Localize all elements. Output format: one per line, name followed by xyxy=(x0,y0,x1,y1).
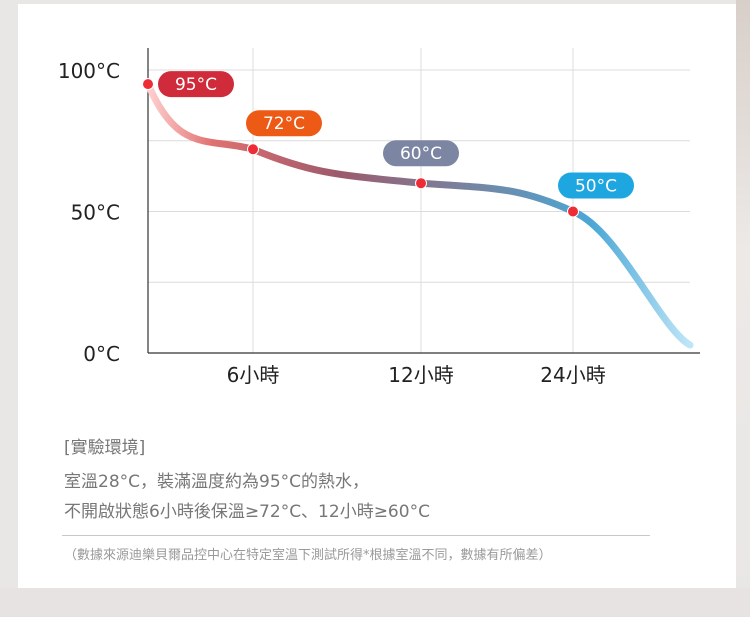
data-label-pill xyxy=(558,172,634,199)
x-tick-label: 6小時 xyxy=(227,363,280,387)
experiment-title: [實驗環境] xyxy=(64,438,146,458)
data-label: 95°C xyxy=(175,75,217,95)
content-card xyxy=(18,4,736,588)
divider xyxy=(62,535,650,536)
y-tick-label: 100°C xyxy=(58,59,120,83)
background-edge-right xyxy=(736,0,750,617)
chart-grid xyxy=(148,48,690,353)
data-label-pill xyxy=(158,71,234,98)
y-tick-label: 0°C xyxy=(83,342,120,366)
x-tick-label: 12小時 xyxy=(388,363,453,387)
data-point xyxy=(142,78,154,91)
data-point xyxy=(567,205,579,218)
tick-labels: 100°C 50°C 0°C 6小時 12小時 24小時 xyxy=(58,59,606,387)
experiment-line-1: 室溫28°C，裝滿溫度約為95°C的熱水， xyxy=(64,472,370,492)
experiment-line-2: 不開啟狀態6小時後保溫≥72°C、12小時≥60°C xyxy=(64,502,430,522)
data-marks: 95°C 72°C 60°C 50°C xyxy=(142,71,634,218)
data-label-pill xyxy=(383,140,459,167)
chart-axes xyxy=(147,48,700,354)
data-point xyxy=(415,177,427,190)
data-label-pill xyxy=(246,110,322,137)
background-edge-bottom xyxy=(0,588,750,617)
temperature-curve xyxy=(144,80,694,349)
data-label: 72°C xyxy=(263,114,305,134)
curve-path xyxy=(144,80,694,349)
data-label: 50°C xyxy=(575,177,617,197)
data-point xyxy=(247,143,259,156)
footnote: （數據來源迪樂貝爾品控中心在特定室溫下測試所得*根據室溫不同，數據有所偏差） xyxy=(64,548,552,563)
data-label: 60°C xyxy=(400,144,442,164)
x-tick-label: 24小時 xyxy=(540,363,605,387)
y-tick-label: 50°C xyxy=(71,201,120,225)
